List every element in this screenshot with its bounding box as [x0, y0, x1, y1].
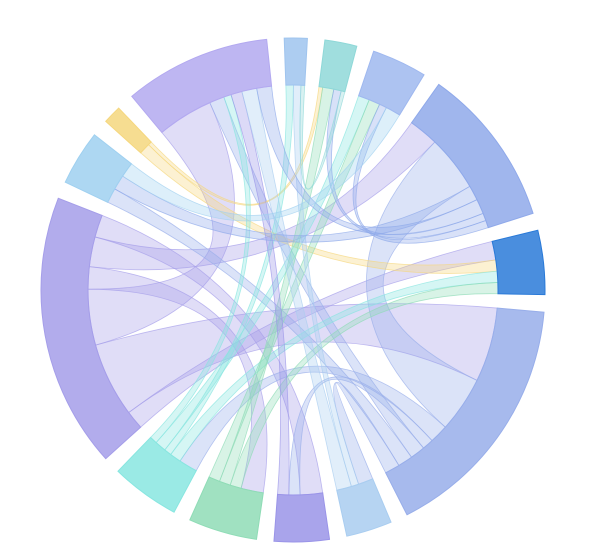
node-arc [283, 37, 308, 86]
node-arc [117, 436, 197, 513]
node-arc [131, 38, 273, 134]
node-arc [64, 134, 133, 203]
node-arc [40, 197, 142, 460]
node-arc [273, 492, 331, 543]
node-arc [357, 50, 425, 116]
node-arc [385, 307, 545, 516]
ribbons [87, 84, 499, 496]
node-arc [105, 107, 152, 154]
node-arc [318, 39, 358, 93]
node-arc [491, 229, 546, 296]
node-arc [336, 478, 392, 537]
node-arc [410, 83, 534, 229]
node-arc [189, 476, 264, 540]
node-arcs [40, 37, 546, 543]
